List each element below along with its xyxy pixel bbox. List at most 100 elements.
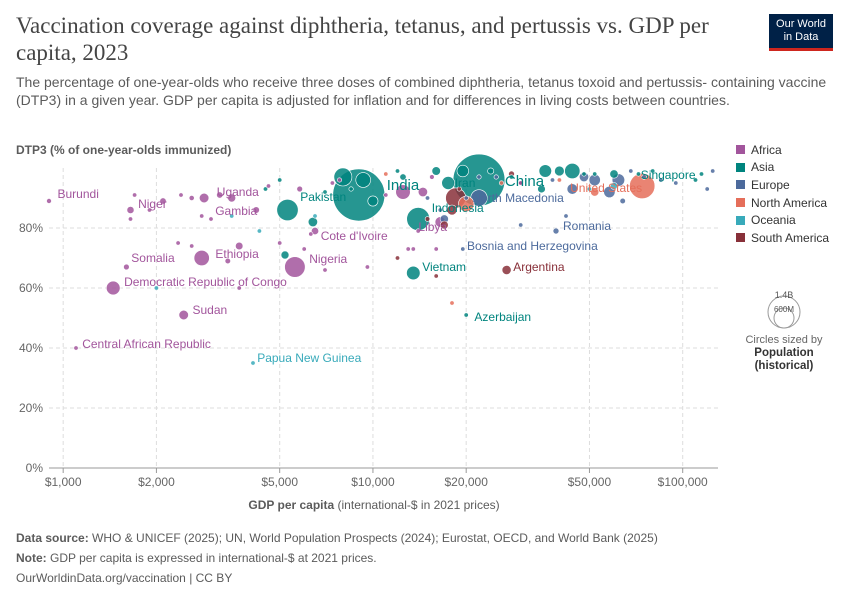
data-point[interactable]	[383, 171, 389, 177]
data-point[interactable]	[236, 285, 242, 291]
data-point[interactable]	[518, 222, 524, 228]
data-point[interactable]	[277, 177, 283, 183]
data-point[interactable]	[301, 246, 307, 252]
data-point[interactable]	[556, 177, 562, 183]
data-point[interactable]	[348, 186, 354, 192]
legend-item-africa[interactable]: Africa	[736, 141, 846, 159]
data-point[interactable]	[609, 169, 619, 179]
point-gambia[interactable]	[208, 216, 214, 222]
data-point[interactable]	[189, 243, 195, 249]
data-point[interactable]	[333, 167, 353, 187]
source-url[interactable]: OurWorldinData.org/vaccination | CC BY	[16, 571, 233, 585]
point-singapore[interactable]	[692, 177, 698, 183]
data-point[interactable]	[673, 180, 679, 186]
data-point[interactable]	[383, 192, 389, 198]
data-point[interactable]	[439, 220, 449, 230]
data-point[interactable]	[336, 177, 342, 183]
data-point[interactable]	[280, 250, 290, 260]
data-point[interactable]	[641, 174, 647, 180]
point-papua-new-guinea[interactable]	[250, 360, 256, 366]
data-point[interactable]	[628, 168, 634, 174]
legend-item-south-america[interactable]: South America	[736, 229, 846, 247]
data-point[interactable]	[424, 195, 430, 201]
data-point[interactable]	[493, 174, 499, 180]
data-point[interactable]	[538, 164, 552, 178]
data-point[interactable]	[446, 204, 458, 216]
data-point[interactable]	[235, 241, 244, 251]
point-nigeria[interactable]	[284, 256, 306, 278]
data-point[interactable]	[433, 273, 439, 279]
data-point[interactable]	[437, 207, 443, 213]
data-point[interactable]	[405, 246, 411, 252]
data-point[interactable]	[229, 213, 235, 219]
data-point[interactable]	[433, 246, 439, 252]
data-point[interactable]	[265, 183, 271, 189]
point-uganda[interactable]	[199, 192, 210, 204]
data-point[interactable]	[188, 195, 195, 201]
point-libya[interactable]	[415, 228, 421, 234]
point-pakistan[interactable]	[276, 199, 299, 222]
data-point[interactable]	[449, 300, 455, 306]
point-burundi[interactable]	[46, 198, 52, 204]
data-point[interactable]	[431, 166, 441, 176]
data-point[interactable]	[153, 285, 159, 291]
data-point[interactable]	[710, 168, 716, 174]
data-point[interactable]	[554, 165, 565, 177]
data-point[interactable]	[147, 207, 153, 213]
data-point[interactable]	[658, 177, 664, 183]
point-somalia[interactable]	[123, 263, 130, 271]
data-point[interactable]	[394, 255, 400, 261]
data-point[interactable]	[227, 193, 236, 203]
data-point[interactable]	[175, 240, 181, 246]
data-point[interactable]	[456, 186, 462, 192]
data-point[interactable]	[178, 192, 184, 198]
data-point[interactable]	[417, 187, 428, 198]
data-point[interactable]	[128, 216, 134, 222]
point-united-states[interactable]	[629, 173, 656, 200]
point-argentina[interactable]	[501, 265, 512, 275]
data-point[interactable]	[635, 171, 641, 177]
point-sudan[interactable]	[178, 309, 189, 321]
data-point[interactable]	[429, 174, 435, 180]
data-point[interactable]	[159, 197, 167, 205]
data-point[interactable]	[592, 171, 598, 177]
data-point[interactable]	[498, 180, 504, 186]
data-point[interactable]	[322, 189, 328, 195]
data-point[interactable]	[476, 174, 482, 180]
data-point[interactable]	[549, 177, 555, 183]
data-point[interactable]	[364, 264, 370, 270]
data-point[interactable]	[581, 171, 587, 177]
data-point[interactable]	[355, 172, 371, 188]
data-point[interactable]	[610, 182, 618, 190]
data-point[interactable]	[252, 206, 260, 214]
data-point[interactable]	[262, 186, 268, 192]
data-point[interactable]	[307, 217, 318, 228]
data-point[interactable]	[590, 187, 600, 197]
data-point[interactable]	[424, 216, 431, 222]
data-point[interactable]	[698, 171, 704, 177]
data-point[interactable]	[329, 180, 335, 186]
point-romania[interactable]	[552, 227, 560, 235]
point-vietnam[interactable]	[406, 265, 421, 281]
legend-item-north-america[interactable]: North America	[736, 194, 846, 212]
data-point[interactable]	[399, 173, 407, 181]
data-point[interactable]	[537, 184, 546, 194]
point-central-african-republic[interactable]	[73, 345, 79, 351]
data-point[interactable]	[277, 240, 283, 246]
legend-item-europe[interactable]: Europe	[736, 176, 846, 194]
data-point[interactable]	[586, 186, 592, 192]
data-point[interactable]	[619, 197, 626, 205]
data-point[interactable]	[312, 213, 318, 219]
data-point[interactable]	[216, 191, 224, 199]
point-cote-d-ivoire[interactable]	[310, 227, 319, 236]
data-point[interactable]	[367, 195, 379, 207]
point-ethiopia[interactable]	[193, 250, 210, 267]
point-azerbaijan[interactable]	[463, 312, 469, 318]
data-point[interactable]	[487, 167, 495, 175]
data-point[interactable]	[564, 163, 581, 180]
data-point[interactable]	[456, 164, 469, 178]
data-point[interactable]	[518, 180, 524, 186]
legend-item-oceania[interactable]: Oceania	[736, 211, 846, 229]
data-point[interactable]	[394, 168, 400, 174]
data-point[interactable]	[296, 185, 303, 193]
